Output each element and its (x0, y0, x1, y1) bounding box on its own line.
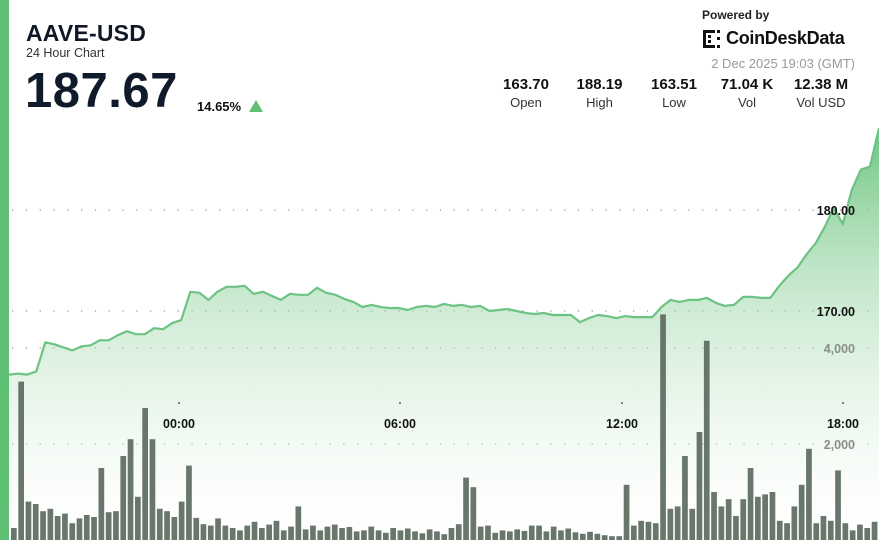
svg-text:4,000: 4,000 (824, 342, 855, 356)
up-arrow-icon (249, 100, 263, 112)
svg-text:18:00: 18:00 (827, 417, 859, 431)
stat-value: 12.38 M (793, 76, 849, 93)
svg-text:12:00: 12:00 (606, 417, 638, 431)
stat-high: 188.19 High (562, 76, 637, 110)
price-volume-chart[interactable]: 180.00 170.00 4,000 2,000 00:00 06:00 12:00 18:… (9, 0, 879, 540)
change-percent: 14.65% (197, 99, 242, 114)
axis-labels: 180.00 170.00 4,000 2,000 00:00 06:00 12:00 18:… (163, 204, 859, 452)
powered-by-label: Powered by (702, 8, 770, 22)
svg-text:06:00: 06:00 (384, 417, 416, 431)
svg-text:2,000: 2,000 (824, 438, 855, 452)
svg-text:180.00: 180.00 (817, 204, 855, 218)
svg-text:170.00: 170.00 (817, 305, 855, 319)
timestamp: 2 Dec 2025 19:03 (GMT) (711, 56, 855, 71)
svg-text:00:00: 00:00 (163, 417, 195, 431)
stat-value: 163.51 (651, 76, 697, 93)
chart-subtitle: 24 Hour Chart (26, 46, 105, 60)
current-price: 187.67 (25, 64, 178, 118)
stat-value: 71.04 K (720, 76, 774, 93)
coindesk-data-logo-icon (703, 29, 720, 48)
stat-low: 163.51 Low (637, 76, 711, 110)
stat-vol-usd: 12.38 M Vol USD (783, 76, 859, 110)
logo-text: CoinDeskData (726, 28, 845, 48)
stat-value: 188.19 (576, 76, 623, 93)
price-line (9, 127, 879, 376)
stat-label: Vol USD (796, 95, 846, 110)
stat-label: Open (510, 95, 542, 110)
stats-row: 163.70 Open 188.19 High 163.51 Low 71.04… (490, 76, 859, 110)
symbol-title: AAVE-USD (26, 20, 147, 46)
coindesk-logo[interactable]: CoinDeskData (702, 28, 845, 49)
volume-bars (11, 314, 878, 540)
stat-label: High (586, 95, 613, 110)
stat-value: 163.70 (503, 76, 549, 93)
stat-vol: 71.04 K Vol (711, 76, 783, 110)
stat-label: Low (662, 95, 686, 110)
accent-bar (0, 0, 9, 540)
stat-label: Vol (737, 95, 757, 110)
stat-open: 163.70 Open (490, 76, 562, 110)
